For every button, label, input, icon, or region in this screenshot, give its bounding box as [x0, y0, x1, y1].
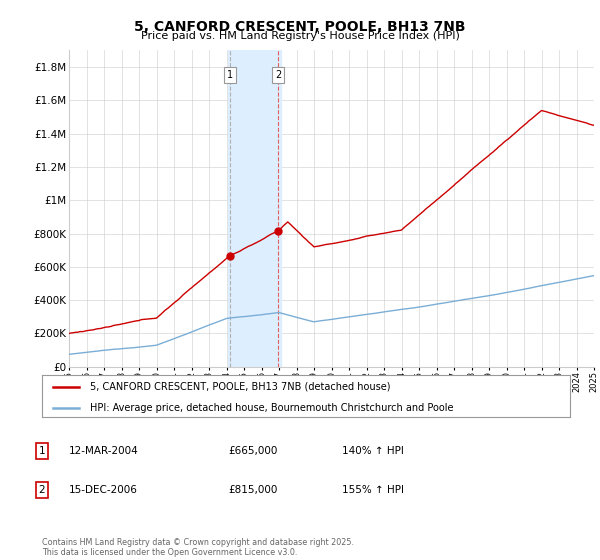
Text: 1: 1: [38, 446, 46, 456]
Text: Contains HM Land Registry data © Crown copyright and database right 2025.
This d: Contains HM Land Registry data © Crown c…: [42, 538, 354, 557]
Text: 12-MAR-2004: 12-MAR-2004: [69, 446, 139, 456]
Text: 5, CANFORD CRESCENT, POOLE, BH13 7NB: 5, CANFORD CRESCENT, POOLE, BH13 7NB: [134, 20, 466, 34]
Text: 15-DEC-2006: 15-DEC-2006: [69, 485, 138, 495]
Text: HPI: Average price, detached house, Bournemouth Christchurch and Poole: HPI: Average price, detached house, Bour…: [89, 403, 453, 413]
Text: 140% ↑ HPI: 140% ↑ HPI: [342, 446, 404, 456]
Text: 2: 2: [38, 485, 46, 495]
Text: 5, CANFORD CRESCENT, POOLE, BH13 7NB (detached house): 5, CANFORD CRESCENT, POOLE, BH13 7NB (de…: [89, 382, 390, 392]
Text: 2: 2: [275, 71, 281, 81]
Text: £665,000: £665,000: [228, 446, 277, 456]
Bar: [228, 50, 281, 367]
Text: £815,000: £815,000: [228, 485, 277, 495]
Text: 1: 1: [227, 71, 233, 81]
Text: Price paid vs. HM Land Registry's House Price Index (HPI): Price paid vs. HM Land Registry's House …: [140, 31, 460, 41]
Text: 155% ↑ HPI: 155% ↑ HPI: [342, 485, 404, 495]
